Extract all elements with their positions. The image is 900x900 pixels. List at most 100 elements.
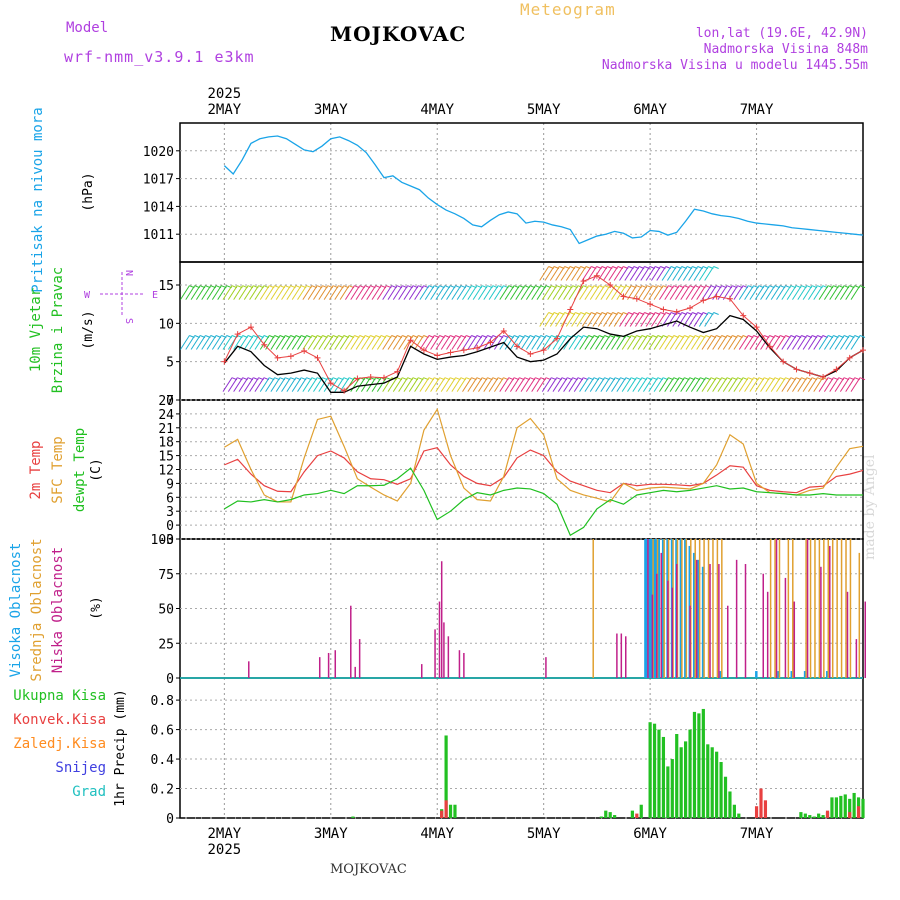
wind-barb [483, 335, 494, 350]
wind-barb [339, 285, 350, 300]
wind-barb-flag [827, 285, 834, 289]
wind-barb-flag [423, 377, 429, 381]
cloud-bar-niska-oblacnost [438, 601, 441, 678]
wind-barb-flag [817, 335, 823, 338]
wind-barb-flag [806, 377, 812, 381]
wind-barb-band-main-2 [180, 285, 866, 300]
wind-barb-flag [487, 377, 493, 381]
cloud-bar-srednja-oblacnost [681, 539, 683, 678]
wind-barb-flag [649, 312, 655, 315]
wind-barb [195, 335, 206, 350]
wind-barb-flag [263, 335, 270, 338]
precip-ylabel: 1hr Precip (mm) [113, 689, 128, 806]
wind-barb-flag [854, 377, 860, 381]
wind-barb [760, 285, 770, 300]
wind-barb [520, 377, 531, 392]
wind-barb [600, 377, 611, 392]
wind-barb-flag [503, 335, 509, 338]
wind-barb [839, 285, 850, 300]
wind-barb [733, 377, 744, 392]
wind-barb-flag [615, 377, 621, 381]
cloud-bar-srednja-oblacnost [845, 539, 847, 678]
wind-barb-flag [412, 285, 419, 289]
wind-barb [781, 377, 792, 392]
wind-barb-flag [327, 335, 333, 338]
wind-barb [744, 285, 754, 300]
wind-barb [472, 285, 483, 300]
wind-barb-flag [585, 266, 592, 269]
wind-barb [624, 266, 635, 281]
wind-barb [387, 377, 398, 392]
wind-barb-flag [428, 335, 435, 338]
wind-barb-flag [216, 378, 221, 380]
wind-barb [339, 335, 350, 350]
station-title: MOJKOVAC [330, 22, 467, 46]
wind-barb [350, 377, 361, 392]
wind-barb-flag [301, 285, 307, 289]
wind-barb [595, 335, 605, 350]
wind-barb [323, 377, 334, 392]
cloud-bar-srednja-oblacnost [814, 539, 816, 678]
precip-bar-ukupna-kisa [599, 816, 603, 818]
wind-barb-flag [684, 377, 690, 381]
wind-barb-flag [396, 285, 403, 289]
wind-barb-flag [519, 285, 525, 289]
wind-barb-flag [455, 335, 461, 338]
precip-bar-ukupna-kisa [448, 804, 453, 818]
wind-barb [696, 377, 707, 392]
wind-barb-flag [593, 335, 600, 338]
wind-barb [249, 377, 260, 392]
wind-barb-flag [713, 266, 719, 269]
wind-barb [419, 335, 430, 350]
wind-barb [212, 378, 221, 392]
wind-barb-flag [194, 335, 200, 338]
wind-barb-flag [607, 312, 613, 315]
precip-bar-ukupna-kisa [821, 815, 825, 818]
wind-barb [307, 377, 318, 392]
wind-barb [371, 335, 382, 350]
wind-barb-flag [780, 285, 786, 289]
wind-barb-flag [423, 285, 429, 289]
wind-barb-flag [343, 335, 349, 338]
wind-barb [414, 335, 425, 350]
wind-barb [701, 285, 712, 300]
wind-barb-flag [628, 266, 634, 269]
wind-barb-flag [827, 377, 834, 381]
temp-line-sfc-temp [224, 407, 864, 503]
wind-barb-flag [503, 285, 509, 289]
cloud-bar-niska-oblacnost [420, 664, 423, 678]
temp-ytick-label: 15 [158, 450, 174, 465]
bottom-year-label: 2025 [207, 842, 241, 858]
wind-barb [589, 335, 600, 350]
wind-barb [360, 285, 371, 300]
wind-barb-flag [253, 285, 259, 289]
cloud-bar-srednja-oblacnost [663, 539, 665, 678]
wind-barb [619, 312, 629, 327]
wind-gust-marker [713, 293, 720, 300]
wind-barb [818, 377, 829, 392]
cloud-bar-niska-oblacnost [656, 573, 658, 678]
wind-barb-flag [705, 335, 711, 338]
wind-barb [733, 285, 744, 300]
cloud-bar-niska-oblacnost [616, 633, 618, 678]
wind-barb-flag [737, 335, 743, 338]
wind-barb [344, 285, 355, 300]
wind-barb-flag [200, 378, 205, 380]
wind-barb [563, 377, 574, 392]
wind-barb-flag [492, 335, 498, 338]
wind-barb [254, 335, 265, 350]
wind-barb-flag [721, 335, 727, 338]
temp-line-2m-temp [224, 447, 864, 494]
wind-barb [440, 335, 451, 350]
wind-barb [259, 335, 270, 350]
cloud-bar-visoka-oblacnost [790, 671, 794, 678]
wind-barb-flag [434, 335, 440, 338]
wind-barb-flag [609, 377, 616, 381]
wind-barb-flag [822, 335, 828, 338]
cloud-bar-visoka-oblacnost [670, 539, 674, 678]
wind-barb [541, 335, 552, 350]
precip-bar-ukupna-kisa [675, 734, 679, 818]
wind-barb-flag [258, 285, 264, 289]
wind-barb [467, 335, 478, 350]
wind-barb-flag [764, 377, 770, 381]
